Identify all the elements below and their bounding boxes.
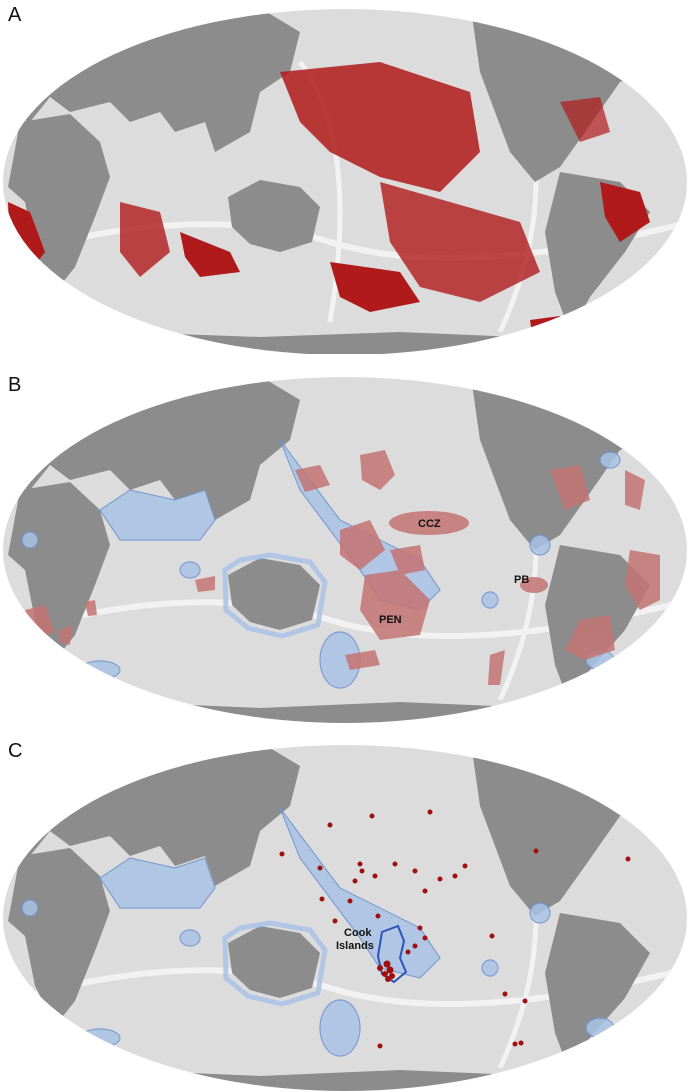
panel-a-letter: A bbox=[8, 4, 22, 26]
zone-pb bbox=[520, 577, 548, 593]
map-panel-b: CCZ PEN PB bbox=[0, 370, 691, 724]
sample-points bbox=[279, 809, 631, 1049]
label-ccz: CCZ bbox=[418, 518, 441, 530]
label-cook-1: Cook bbox=[344, 927, 372, 939]
map-panel-c: Cook Islands bbox=[0, 736, 691, 1092]
land-antarctica-b bbox=[3, 702, 687, 723]
zone-pen bbox=[360, 570, 430, 640]
land-antarctica-c bbox=[3, 1070, 687, 1091]
map-b-svg: CCZ PEN PB bbox=[3, 377, 687, 723]
resource-zones bbox=[25, 450, 660, 685]
panel-b-letter: B bbox=[8, 374, 22, 396]
land-australia-c bbox=[228, 926, 320, 998]
map-a-svg bbox=[3, 9, 687, 354]
map-c-svg: Cook Islands bbox=[3, 745, 687, 1091]
map-panel-a bbox=[0, 2, 691, 354]
label-pb: PB bbox=[514, 574, 529, 586]
land-africa-b bbox=[8, 482, 110, 660]
land-australia-b bbox=[228, 558, 320, 630]
land-antarctica-a bbox=[3, 332, 687, 354]
land-africa-a bbox=[8, 114, 110, 292]
land-sa-c bbox=[545, 913, 650, 1073]
nodule-areas bbox=[8, 62, 650, 334]
land-australia-a bbox=[228, 180, 320, 252]
panel-c-letter: C bbox=[8, 740, 23, 762]
zone-ccz bbox=[389, 511, 469, 535]
cook-islands-boundary bbox=[376, 924, 408, 984]
label-cook-2: Islands bbox=[336, 940, 374, 952]
label-pen: PEN bbox=[379, 614, 402, 626]
land-africa-c bbox=[8, 848, 110, 1026]
